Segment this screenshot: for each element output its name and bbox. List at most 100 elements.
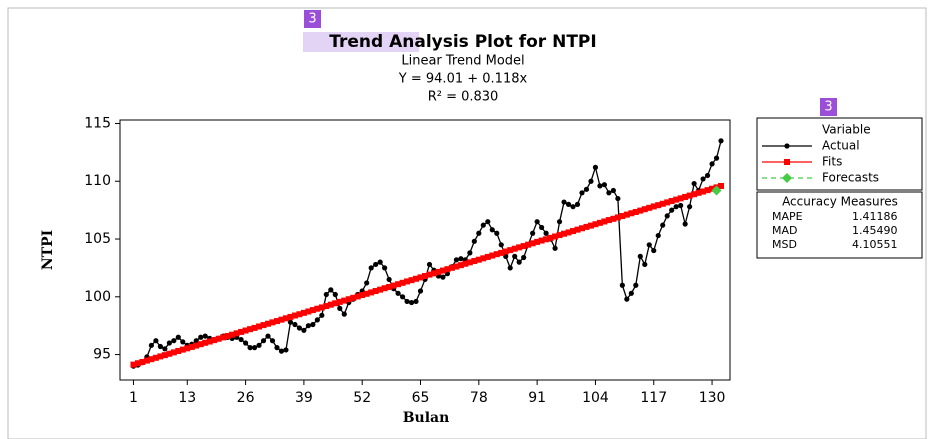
data-point bbox=[588, 178, 594, 184]
data-point bbox=[664, 213, 670, 219]
data-point bbox=[345, 296, 352, 303]
data-point bbox=[543, 230, 549, 236]
data-point bbox=[476, 230, 482, 236]
badge-box bbox=[820, 98, 837, 116]
legend-label: Actual bbox=[822, 139, 860, 153]
y-tick-label: 115 bbox=[84, 115, 111, 131]
data-point bbox=[619, 213, 626, 220]
x-tick-label: 65 bbox=[412, 390, 430, 406]
data-point bbox=[624, 296, 630, 302]
data-point bbox=[166, 340, 172, 346]
data-point bbox=[687, 204, 693, 210]
data-point bbox=[175, 334, 181, 340]
data-point bbox=[637, 207, 644, 214]
data-point bbox=[601, 218, 608, 225]
data-point bbox=[543, 236, 550, 243]
data-point bbox=[390, 282, 397, 289]
data-point bbox=[399, 294, 406, 300]
data-point bbox=[265, 333, 271, 339]
data-point bbox=[341, 297, 348, 304]
data-point bbox=[153, 338, 159, 344]
data-point bbox=[565, 201, 572, 207]
data-point bbox=[300, 309, 307, 316]
x-tick-label: 78 bbox=[470, 390, 488, 406]
data-point bbox=[372, 288, 379, 295]
data-point bbox=[354, 293, 361, 300]
x-tick-label: 52 bbox=[353, 390, 371, 406]
data-point bbox=[502, 248, 509, 255]
table-label: MSD bbox=[772, 238, 797, 251]
data-point bbox=[565, 229, 572, 236]
data-point bbox=[561, 230, 568, 237]
data-point bbox=[655, 202, 662, 209]
data-point bbox=[556, 232, 563, 239]
data-point bbox=[485, 219, 491, 225]
data-point bbox=[704, 187, 711, 194]
data-point bbox=[466, 259, 473, 266]
data-point bbox=[641, 206, 648, 213]
data-point bbox=[471, 238, 477, 244]
data-point bbox=[368, 289, 375, 296]
accuracy-table bbox=[756, 191, 923, 259]
data-point bbox=[521, 254, 527, 261]
data-point bbox=[574, 226, 581, 233]
data-point bbox=[148, 342, 154, 348]
data-point bbox=[422, 273, 428, 279]
data-point bbox=[211, 337, 218, 344]
legend-marker bbox=[782, 173, 792, 183]
data-point bbox=[596, 219, 603, 226]
data-point bbox=[655, 232, 661, 239]
data-point bbox=[287, 313, 294, 320]
data-point bbox=[525, 241, 532, 248]
data-point bbox=[677, 195, 684, 202]
data-point bbox=[238, 336, 244, 343]
data-point bbox=[606, 190, 612, 196]
table-value: 1.45490 bbox=[852, 224, 898, 237]
data-point bbox=[278, 348, 285, 354]
data-point bbox=[197, 341, 204, 348]
data-point bbox=[166, 350, 173, 357]
data-point bbox=[512, 253, 518, 259]
data-point bbox=[287, 319, 294, 325]
legend bbox=[756, 117, 923, 191]
data-point bbox=[229, 331, 236, 338]
data-point bbox=[260, 322, 267, 329]
data-point bbox=[538, 237, 545, 244]
data-point bbox=[327, 301, 334, 308]
data-point bbox=[448, 264, 455, 271]
data-point bbox=[162, 346, 168, 352]
data-point bbox=[660, 222, 666, 228]
data-point bbox=[184, 345, 191, 352]
data-point bbox=[323, 303, 330, 310]
data-point bbox=[597, 183, 603, 189]
data-point bbox=[323, 291, 329, 298]
data-point bbox=[520, 243, 527, 250]
data-point bbox=[301, 327, 307, 333]
data-point bbox=[601, 182, 608, 188]
data-point bbox=[381, 285, 388, 292]
data-point bbox=[179, 346, 186, 353]
data-point bbox=[516, 244, 523, 251]
data-point bbox=[673, 196, 680, 203]
data-point bbox=[350, 294, 357, 301]
data-point bbox=[480, 222, 486, 228]
data-point bbox=[157, 343, 163, 350]
data-point bbox=[242, 340, 249, 346]
data-point bbox=[377, 286, 384, 293]
data-point bbox=[309, 307, 316, 314]
data-point bbox=[233, 330, 240, 337]
data-point bbox=[529, 240, 536, 247]
data-point bbox=[395, 281, 402, 288]
data-point bbox=[305, 308, 312, 315]
x-tick-label: 1 bbox=[129, 390, 138, 406]
data-point bbox=[435, 268, 442, 275]
data-point bbox=[359, 292, 366, 299]
data-point bbox=[534, 238, 541, 245]
badge-box bbox=[304, 10, 321, 28]
data-point bbox=[242, 327, 249, 334]
data-point bbox=[404, 278, 411, 285]
data-point bbox=[718, 138, 724, 144]
data-point bbox=[709, 185, 716, 192]
x-tick-label: 104 bbox=[582, 390, 609, 406]
